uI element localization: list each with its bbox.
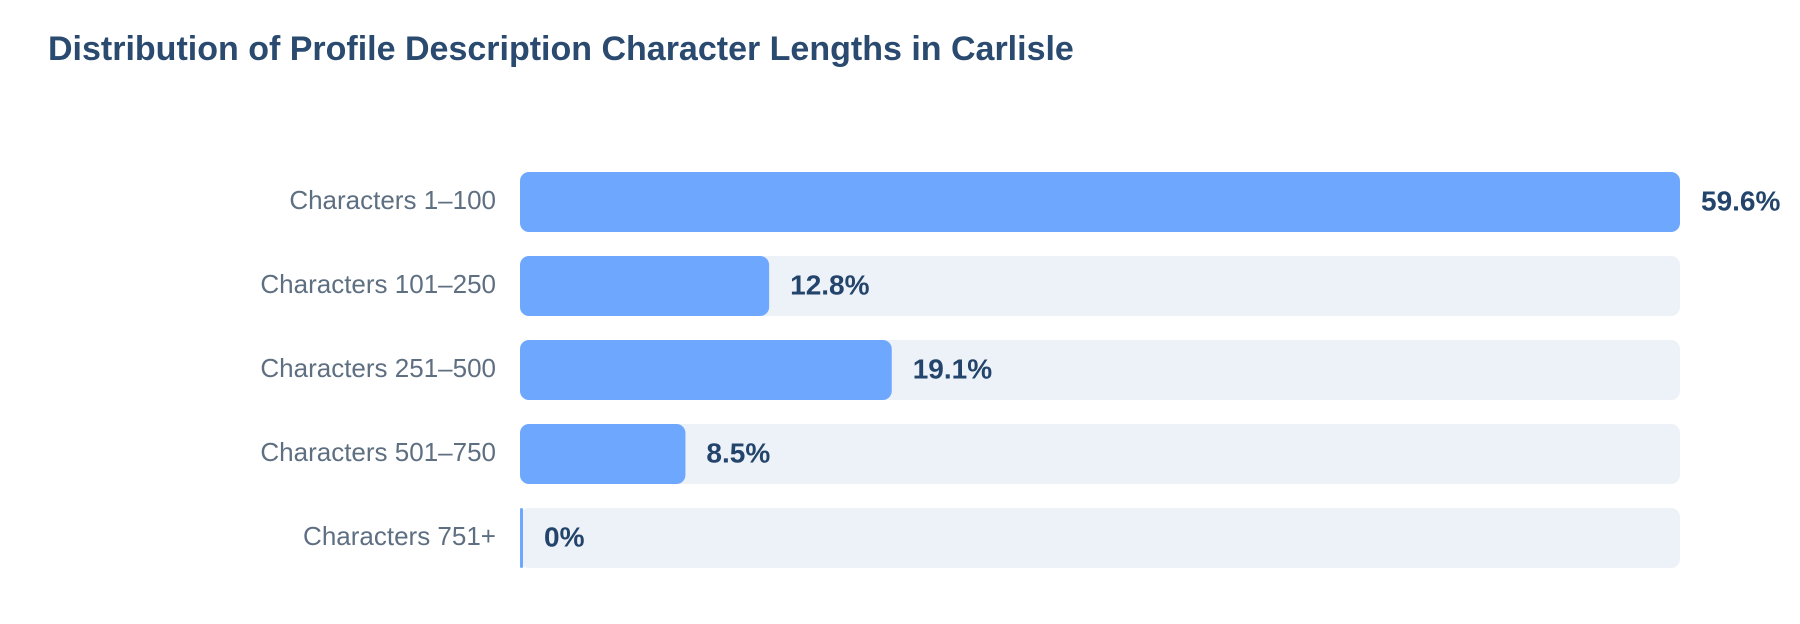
category-label: Characters 101–250 <box>260 269 496 299</box>
bar <box>520 508 523 568</box>
bar <box>520 256 770 316</box>
category-label: Characters 1–100 <box>289 185 496 215</box>
bar <box>520 340 892 400</box>
value-label: 8.5% <box>706 437 770 468</box>
chart-title: Distribution of Profile Description Char… <box>48 30 1074 68</box>
bar-track <box>520 256 1680 316</box>
category-label: Characters 251–500 <box>260 353 496 383</box>
bar-track <box>520 508 1680 568</box>
value-label: 12.8% <box>790 269 869 300</box>
value-label: 0% <box>544 521 585 552</box>
category-label: Characters 751+ <box>303 521 496 551</box>
bar <box>520 172 1680 232</box>
bar <box>520 424 686 484</box>
category-label: Characters 501–750 <box>260 437 496 467</box>
value-label: 19.1% <box>913 353 992 384</box>
bar-track <box>520 424 1680 484</box>
value-label: 59.6% <box>1701 185 1780 216</box>
